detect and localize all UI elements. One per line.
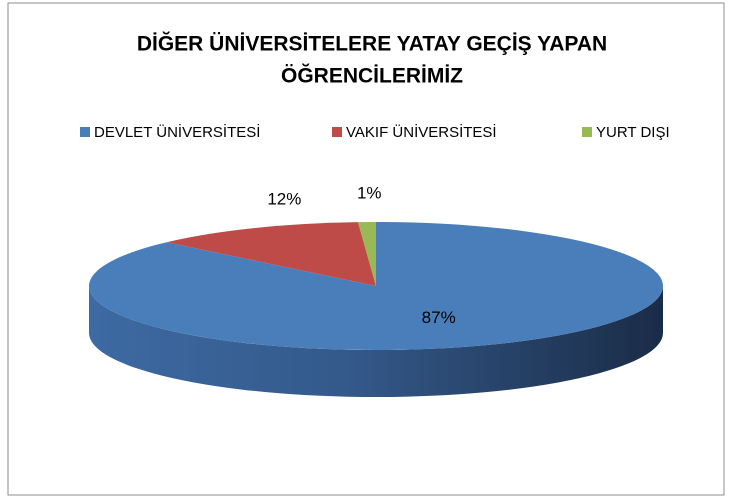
- data-label: 1%: [357, 184, 382, 203]
- data-label: 87%: [422, 308, 456, 327]
- legend-swatch: [332, 127, 342, 137]
- pie-side: [89, 286, 663, 397]
- data-label: 12%: [267, 190, 301, 209]
- legend-label: VAKIF ÜNİVERSİTESİ: [346, 123, 497, 141]
- chart-title: ÖĞRENCİLERİMİZ: [281, 64, 463, 88]
- pie-slice: [88, 222, 663, 350]
- legend-label: DEVLET ÜNİVERSİTESİ: [94, 123, 260, 141]
- legend-swatch: [582, 127, 592, 137]
- legend-swatch: [80, 127, 90, 137]
- pie-slice: [166, 222, 376, 286]
- chart-title: DİĞER ÜNİVERSİTELERE YATAY GEÇİŞ YAPAN: [137, 32, 607, 56]
- legend-label: YURT DIŞI: [596, 124, 670, 141]
- pie-slice: [357, 222, 376, 286]
